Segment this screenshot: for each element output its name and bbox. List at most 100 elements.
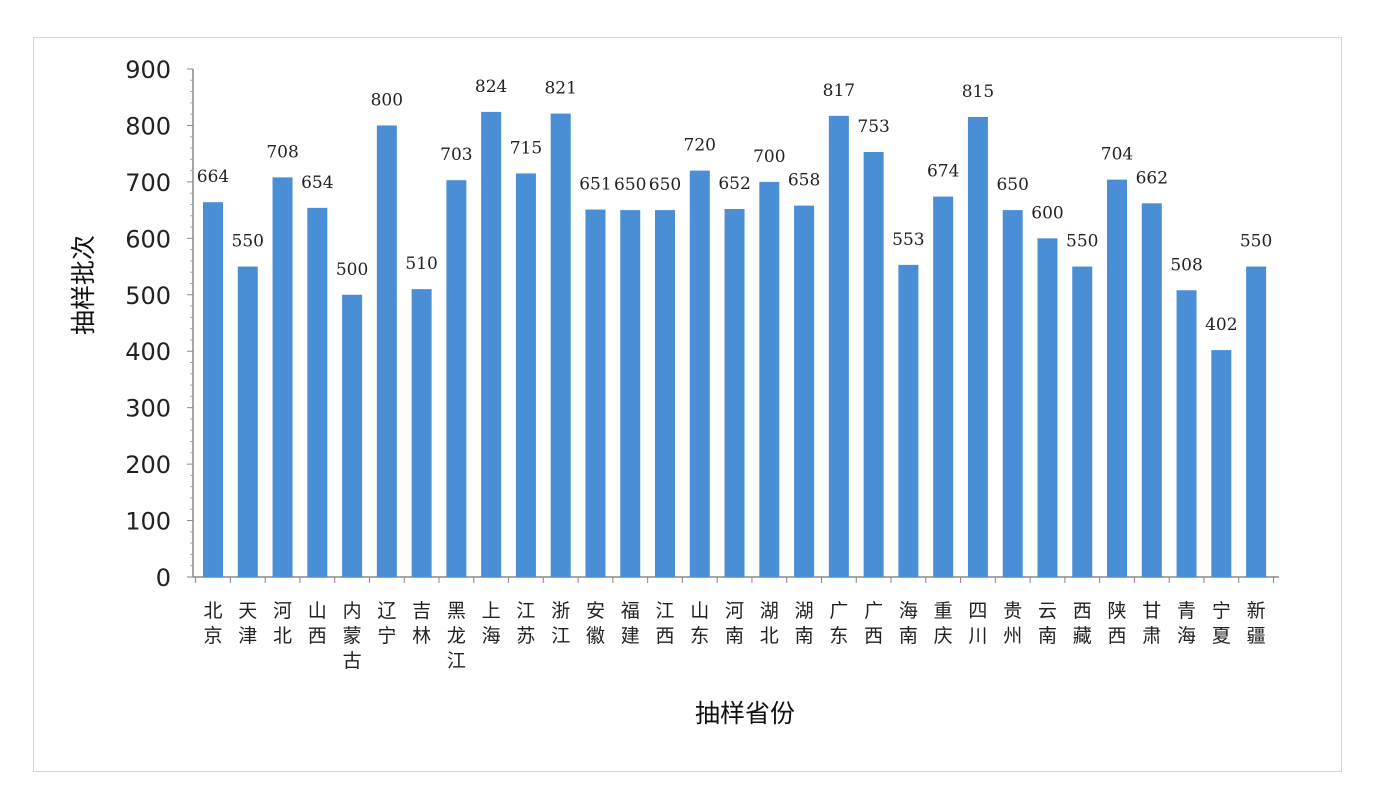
x-tick-label: 山	[308, 600, 327, 622]
bar-西藏	[1072, 266, 1093, 577]
x-tick-label: 海	[482, 625, 501, 647]
x-axis-label: 抽样省份	[695, 699, 795, 728]
bar-青海	[1176, 290, 1197, 577]
data-label: 664	[197, 167, 229, 187]
data-label: 402	[1205, 315, 1237, 335]
bar-安徽	[585, 209, 606, 577]
x-tick-label: 河	[725, 600, 744, 622]
x-tick-label: 广	[829, 600, 848, 622]
bar-河北	[272, 177, 293, 577]
x-tick-label: 山	[690, 600, 709, 622]
x-tick-label: 天	[238, 600, 257, 622]
x-tick-label: 宁	[377, 625, 396, 647]
x-tick-label: 广	[864, 600, 883, 622]
x-tick-label: 上	[482, 600, 501, 622]
y-tick-label: 0	[156, 564, 171, 592]
data-label: 753	[857, 117, 889, 137]
x-tick-label: 湖	[795, 600, 814, 622]
bar-新疆	[1246, 266, 1267, 577]
x-tick-label: 西	[656, 625, 675, 647]
data-label: 704	[1101, 145, 1133, 165]
y-tick-label: 800	[125, 112, 171, 140]
x-tick-label: 海	[899, 600, 918, 622]
x-tick-label: 内	[343, 600, 362, 622]
data-label: 650	[996, 175, 1028, 195]
x-tick-label: 福	[621, 600, 640, 622]
x-tick-label: 北	[273, 625, 292, 647]
x-tick-label: 夏	[1212, 625, 1231, 647]
bar-甘肃	[1141, 203, 1162, 578]
data-label: 550	[232, 232, 264, 252]
x-tick-label: 江	[551, 625, 570, 647]
x-tick-label: 宁	[1212, 600, 1231, 622]
x-tick-label: 江	[516, 600, 535, 622]
x-tick-label: 南	[725, 625, 744, 647]
bar-湖北	[759, 181, 780, 577]
bar-云南	[1037, 238, 1058, 578]
bar-广西	[863, 151, 884, 577]
x-tick-label: 西	[308, 625, 327, 647]
data-label: 700	[753, 147, 785, 167]
y-tick-label: 700	[125, 169, 171, 197]
data-label: 651	[579, 175, 611, 195]
data-label: 720	[684, 136, 716, 156]
bar-福建	[620, 210, 641, 577]
bar-四川	[967, 116, 988, 577]
x-tick-label: 南	[899, 625, 918, 647]
bar-内蒙古	[342, 294, 363, 577]
data-label: 824	[475, 77, 507, 97]
x-tick-label: 甘	[1142, 600, 1161, 622]
bar-北京	[203, 202, 223, 577]
data-label: 817	[823, 81, 855, 101]
x-tick-label: 苏	[516, 625, 535, 647]
x-tick-label: 云	[1038, 600, 1057, 622]
data-label: 553	[892, 230, 924, 250]
x-tick-label: 海	[1177, 625, 1196, 647]
x-tick-label: 东	[690, 625, 709, 647]
bar-海南	[898, 264, 919, 577]
x-tick-label: 藏	[1073, 625, 1092, 647]
bar-江苏	[515, 173, 536, 577]
x-tick-label: 建	[621, 625, 640, 647]
data-label: 650	[614, 175, 646, 195]
y-tick-label: 400	[125, 338, 171, 366]
data-label: 715	[510, 138, 542, 158]
y-tick-label: 300	[125, 395, 171, 423]
data-label: 821	[544, 79, 576, 99]
x-tick-label: 北	[203, 600, 222, 622]
bar-广东	[828, 115, 849, 578]
data-label: 550	[1240, 232, 1272, 252]
data-label: 510	[405, 254, 437, 274]
x-tick-label: 肃	[1142, 625, 1161, 647]
data-label: 708	[266, 142, 298, 162]
x-tick-label: 江	[656, 600, 675, 622]
bar-黑龙江	[446, 180, 467, 577]
bar-重庆	[933, 196, 954, 577]
x-tick-label: 吉	[412, 600, 431, 622]
y-tick-label: 100	[125, 508, 171, 536]
bar-河南	[724, 208, 745, 577]
x-tick-label: 川	[968, 625, 987, 647]
bar-陕西	[1107, 179, 1128, 577]
x-tick-label: 重	[934, 600, 953, 622]
bar-江西	[655, 210, 676, 577]
y-axis-label: 抽样批次	[69, 235, 98, 335]
x-tick-label: 浙	[551, 600, 570, 622]
x-tick-label: 西	[1108, 625, 1127, 647]
data-label: 815	[962, 82, 994, 102]
data-label: 500	[336, 260, 368, 280]
data-label: 508	[1170, 255, 1202, 275]
x-tick-label: 古	[343, 650, 362, 672]
x-tick-label: 四	[968, 600, 987, 622]
data-label: 650	[649, 175, 681, 195]
bar-吉林	[411, 289, 432, 577]
bar-浙江	[550, 113, 571, 577]
x-tick-label: 南	[1038, 625, 1057, 647]
x-tick-label: 东	[829, 625, 848, 647]
x-tick-label: 南	[795, 625, 814, 647]
y-tick-label: 600	[125, 225, 171, 253]
x-tick-label: 黑	[447, 600, 466, 622]
x-tick-label: 陕	[1108, 600, 1127, 622]
x-tick-label: 庆	[934, 625, 953, 647]
